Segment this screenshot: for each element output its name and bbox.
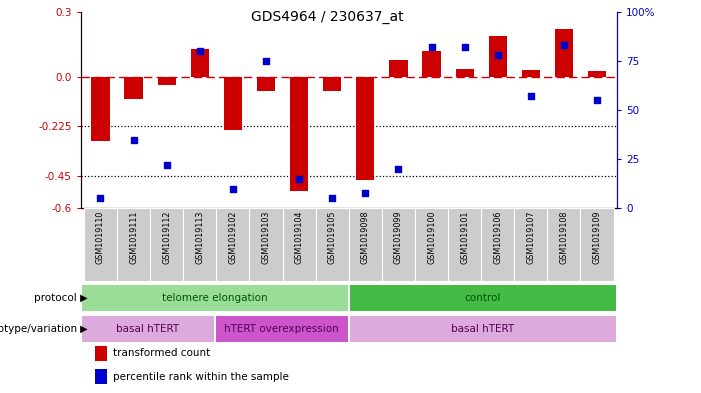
Bar (489, 36, 507, 77)
Text: percentile rank within the sample: percentile rank within the sample (113, 372, 289, 382)
Text: basal hTERT: basal hTERT (451, 324, 515, 334)
Text: GSM1019098: GSM1019098 (361, 211, 370, 264)
Bar (191, 49, 209, 77)
FancyBboxPatch shape (250, 208, 283, 281)
Point (426, 44, 437, 50)
Point (260, 58, 271, 64)
Text: GDS4964 / 230637_at: GDS4964 / 230637_at (252, 10, 404, 24)
Text: GSM1019109: GSM1019109 (592, 211, 601, 264)
Text: GSM1019100: GSM1019100 (427, 211, 436, 264)
Point (128, 136, 139, 143)
Text: GSM1019099: GSM1019099 (394, 211, 403, 264)
FancyBboxPatch shape (81, 316, 214, 342)
Text: transformed count: transformed count (113, 348, 210, 358)
Bar (522, 70, 540, 77)
FancyBboxPatch shape (183, 208, 217, 281)
Text: GSM1019104: GSM1019104 (294, 211, 304, 264)
Text: genotype/variation: genotype/variation (0, 324, 77, 334)
Bar (588, 71, 606, 77)
FancyBboxPatch shape (382, 208, 415, 281)
FancyBboxPatch shape (349, 208, 382, 281)
Text: GSM1019105: GSM1019105 (327, 211, 336, 264)
Text: hTERT overexpression: hTERT overexpression (224, 324, 339, 334)
Bar (158, 77, 176, 85)
FancyBboxPatch shape (81, 285, 348, 310)
Point (327, 195, 338, 202)
Point (459, 44, 470, 50)
Text: GSM1019113: GSM1019113 (196, 211, 204, 264)
Bar (224, 77, 242, 130)
Point (161, 162, 172, 168)
Bar (389, 60, 407, 77)
FancyBboxPatch shape (283, 208, 315, 281)
Point (558, 42, 569, 48)
Point (525, 93, 536, 99)
Text: ▶: ▶ (77, 293, 88, 303)
FancyBboxPatch shape (216, 316, 348, 342)
Text: ▶: ▶ (77, 324, 88, 334)
FancyBboxPatch shape (150, 208, 183, 281)
FancyBboxPatch shape (84, 208, 117, 281)
Point (294, 176, 305, 182)
FancyBboxPatch shape (515, 208, 547, 281)
Bar (290, 77, 308, 191)
FancyBboxPatch shape (117, 208, 150, 281)
Bar (554, 29, 573, 77)
FancyBboxPatch shape (350, 285, 616, 310)
FancyBboxPatch shape (547, 208, 580, 281)
FancyBboxPatch shape (580, 208, 613, 281)
Bar (356, 77, 374, 180)
FancyBboxPatch shape (415, 208, 448, 281)
Bar (456, 68, 474, 77)
Bar (423, 51, 441, 77)
Point (492, 52, 503, 58)
Text: GSM1019111: GSM1019111 (129, 211, 138, 264)
Bar (257, 77, 275, 92)
Text: GSM1019106: GSM1019106 (494, 211, 502, 264)
Bar (323, 77, 341, 92)
Text: telomere elongation: telomere elongation (162, 293, 268, 303)
FancyBboxPatch shape (481, 208, 515, 281)
Point (360, 189, 371, 196)
Point (194, 48, 205, 54)
FancyBboxPatch shape (350, 316, 616, 342)
Text: GSM1019110: GSM1019110 (96, 211, 105, 264)
Text: GSM1019103: GSM1019103 (261, 211, 271, 264)
Bar (91, 77, 109, 141)
Text: GSM1019102: GSM1019102 (229, 211, 238, 264)
Point (95, 195, 106, 202)
Text: GSM1019101: GSM1019101 (460, 211, 469, 264)
Bar (125, 77, 143, 99)
Text: GSM1019107: GSM1019107 (526, 211, 536, 264)
FancyBboxPatch shape (315, 208, 349, 281)
Text: GSM1019112: GSM1019112 (162, 211, 171, 264)
FancyBboxPatch shape (448, 208, 481, 281)
Point (592, 97, 603, 103)
Point (227, 185, 238, 192)
Text: protocol: protocol (34, 293, 77, 303)
FancyBboxPatch shape (217, 208, 250, 281)
Text: control: control (465, 293, 501, 303)
Text: GSM1019108: GSM1019108 (559, 211, 569, 264)
Point (393, 166, 404, 172)
Text: basal hTERT: basal hTERT (116, 324, 179, 334)
